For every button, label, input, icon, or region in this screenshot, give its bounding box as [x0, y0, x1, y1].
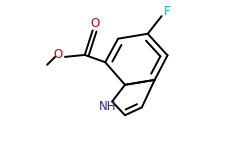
Text: F: F: [164, 5, 171, 18]
Text: O: O: [90, 17, 99, 30]
Text: NH: NH: [98, 100, 116, 113]
Text: O: O: [54, 48, 63, 62]
